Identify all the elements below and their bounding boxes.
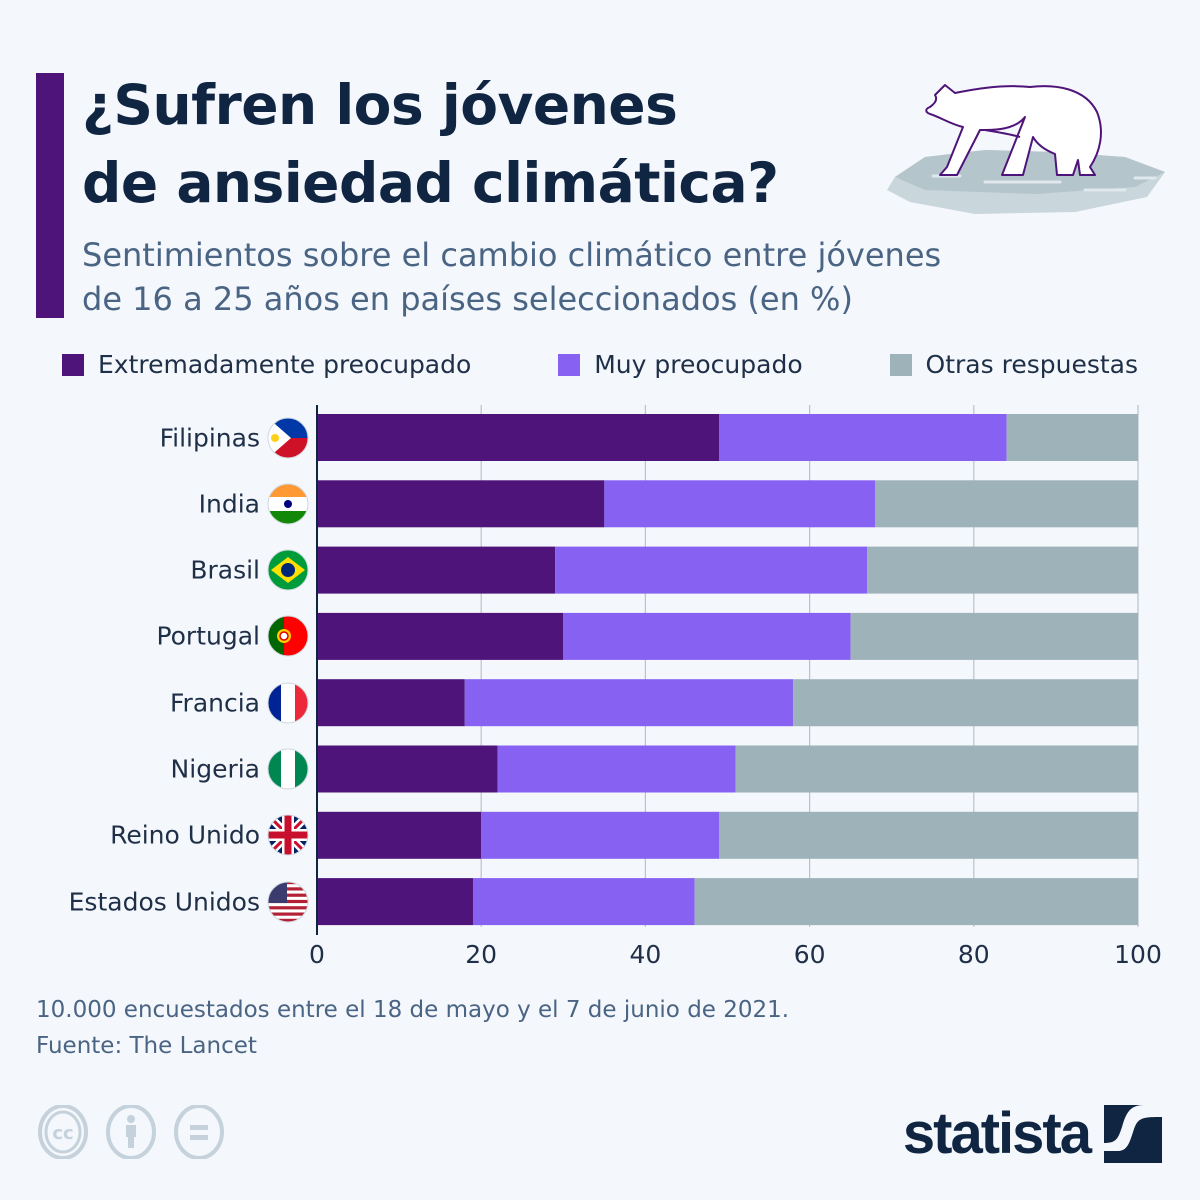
- chart-legend: Extremadamente preocupado Muy preocupado…: [62, 350, 1138, 379]
- bar-segment: [317, 745, 498, 793]
- bar-segment: [604, 480, 876, 528]
- bar-segment: [850, 612, 1138, 660]
- x-tick-label: 0: [309, 940, 325, 969]
- category-label: Francia: [169, 688, 260, 718]
- category-label: Nigeria: [170, 754, 260, 784]
- bar-segment: [793, 679, 1138, 727]
- chart-subtitle: Sentimientos sobre el cambio climático e…: [82, 233, 1082, 321]
- x-tick-label: 20: [465, 940, 498, 969]
- no-derivatives-icon[interactable]: [172, 1105, 226, 1159]
- license-icons: cc: [36, 1105, 226, 1159]
- nigeria-flag-icon: [267, 748, 309, 790]
- category-label: Brasil: [190, 555, 260, 585]
- creative-commons-icon[interactable]: cc: [36, 1105, 90, 1159]
- bar-segment: [472, 878, 695, 926]
- legend-swatch-extremely-worried: [62, 353, 84, 376]
- legend-swatch-other-responses: [889, 353, 912, 376]
- bar-segment: [867, 546, 1138, 594]
- bar-segment: [464, 679, 794, 727]
- subtitle-line-2: de 16 a 25 años en países seleccionados …: [82, 280, 853, 318]
- uk-flag-icon: [267, 814, 309, 856]
- bar-segment: [1006, 414, 1138, 461]
- bar-segment: [719, 414, 1007, 461]
- bar-segment: [735, 745, 1138, 793]
- philippines-flag-icon: [267, 417, 309, 459]
- legend-label: Extremadamente preocupado: [98, 350, 472, 379]
- category-label: Reino Unido: [110, 820, 260, 850]
- bar-segment: [317, 811, 482, 859]
- bar-segment: [317, 878, 473, 926]
- bar-segment: [497, 745, 736, 793]
- portugal-flag-icon: [267, 615, 309, 657]
- bar-segment: [875, 480, 1138, 528]
- bar-segment: [317, 480, 605, 528]
- stacked-bar-chart: Filipinas India Brasil Portugal Francia Niger…: [0, 400, 1200, 980]
- category-label: Portugal: [156, 621, 260, 651]
- bar-segment: [563, 612, 851, 660]
- bar-segment: [481, 811, 720, 859]
- bar-segment: [317, 612, 564, 660]
- chart-footnote: 10.000 encuestados entre el 18 de mayo y…: [36, 992, 789, 1064]
- usa-flag-icon: [267, 881, 309, 923]
- legend-swatch-very-worried: [558, 353, 581, 376]
- polar-bear-icon: [887, 84, 1165, 214]
- x-tick-label: 60: [793, 940, 826, 969]
- bar-segment: [555, 546, 868, 594]
- brand-name: statista: [902, 1101, 1092, 1166]
- bar-segment: [694, 878, 1138, 926]
- category-label: Estados Unidos: [68, 887, 260, 917]
- india-flag-icon: [267, 483, 309, 525]
- title-accent-bar: [36, 73, 64, 318]
- statista-logo[interactable]: statista: [903, 1100, 1162, 1167]
- category-label: India: [198, 489, 260, 519]
- brazil-flag-icon: [267, 549, 309, 591]
- statista-logo-icon: [1104, 1104, 1162, 1163]
- legend-item-extremely-worried: Extremadamente preocupado: [62, 350, 471, 379]
- category-label: Filipinas: [159, 423, 260, 452]
- source-note: Fuente: The Lancet: [36, 1033, 257, 1059]
- title-line-2: de ansiedad climática?: [82, 151, 779, 215]
- svg-text:cc: cc: [52, 1123, 73, 1144]
- x-tick-label: 40: [629, 940, 662, 969]
- legend-item-very-worried: Muy preocupado: [558, 350, 803, 379]
- chart-plot-area: [316, 405, 1139, 935]
- bar-segment: [317, 679, 465, 727]
- bar-segment: [317, 546, 556, 594]
- bar-segment: [317, 414, 720, 461]
- x-tick-label: 100: [1114, 940, 1162, 969]
- legend-label: Otras respuestas: [925, 350, 1138, 379]
- title-line-1: ¿Sufren los jóvenes: [82, 73, 678, 137]
- legend-label: Muy preocupado: [594, 350, 803, 379]
- subtitle-line-1: Sentimientos sobre el cambio climático e…: [82, 236, 942, 274]
- survey-note: 10.000 encuestados entre el 18 de mayo y…: [36, 997, 790, 1023]
- bar-segment: [719, 811, 1138, 859]
- x-tick-label: 80: [957, 940, 990, 969]
- legend-item-other-responses: Otras respuestas: [889, 350, 1138, 379]
- chart-title: ¿Sufren los jóvenes de ansiedad climátic…: [82, 66, 779, 222]
- france-flag-icon: [267, 682, 309, 724]
- attribution-icon[interactable]: [104, 1105, 158, 1159]
